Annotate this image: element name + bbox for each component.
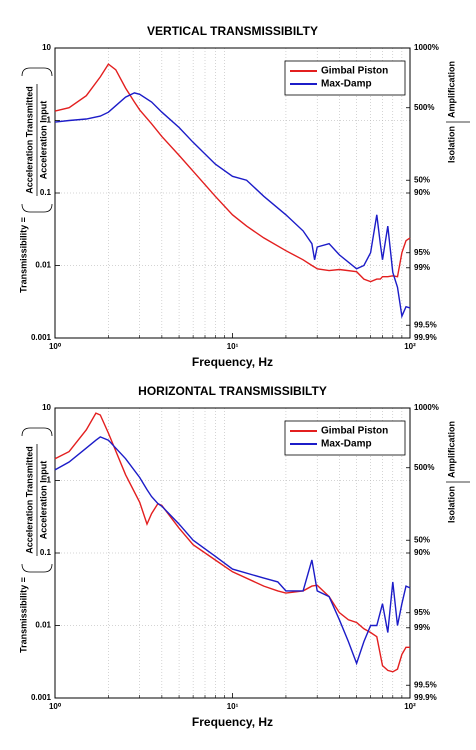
y-axis-label: Transmissibility = <box>18 577 28 653</box>
y-tick-label: 0.1 <box>40 548 52 557</box>
legend-label: Gimbal Piston <box>321 66 388 77</box>
paren <box>21 427 53 437</box>
series-line <box>54 412 410 673</box>
y2-tick-label: 99% <box>414 623 430 632</box>
y2-tick-label: 99.5% <box>414 320 437 329</box>
y-tick-label: 0.001 <box>31 693 52 702</box>
y-axis-label-denominator: Acceleration Input <box>38 461 48 540</box>
series-line <box>54 63 411 283</box>
y2-tick-label: 500% <box>414 103 434 112</box>
y2-label-amplification: Amplification <box>446 61 456 118</box>
y-tick-label: 0.1 <box>40 188 52 197</box>
x-tick-label: 10¹ <box>227 342 239 351</box>
plot-frame <box>54 407 411 699</box>
paren <box>21 203 53 213</box>
y2-tick-label: 90% <box>414 188 430 197</box>
y2-tick-label: 95% <box>414 248 430 257</box>
y-axis-label-numerator: Acceleration Transmitted <box>24 446 34 554</box>
legend-label: Max-Damp <box>321 439 372 450</box>
y2-tick-label: 50% <box>414 175 430 184</box>
x-axis-label: Frequency, Hz <box>192 355 273 369</box>
x-tick-label: 10⁰ <box>49 702 62 711</box>
y-axis-label: Transmissibility = <box>18 217 28 293</box>
y-axis-label-denominator: Acceleration Input <box>38 101 48 180</box>
legend-label: Gimbal Piston <box>321 426 388 437</box>
legend-label: Max-Damp <box>321 79 372 90</box>
y2-label-isolation: Isolation <box>446 486 456 523</box>
y-tick-label: 1 <box>47 116 52 125</box>
y-tick-label: 1 <box>47 476 52 485</box>
paren <box>21 563 53 573</box>
y2-tick-label: 95% <box>414 608 430 617</box>
y2-tick-label: 99.9% <box>414 693 437 702</box>
y2-tick-label: 90% <box>414 548 430 557</box>
y2-tick-label: 99.9% <box>414 333 437 342</box>
chart-title: HORIZONTAL TRANSMISSIBILTY <box>138 384 327 398</box>
x-tick-label: 10¹ <box>227 702 239 711</box>
series-line <box>54 436 411 666</box>
x-tick-label: 10² <box>404 702 416 711</box>
y-axis-label-numerator: Acceleration Transmitted <box>24 86 34 194</box>
chart-title: VERTICAL TRANSMISSIBILTY <box>147 24 318 38</box>
y2-tick-label: 1000% <box>414 43 439 52</box>
y2-tick-label: 99.5% <box>414 680 437 689</box>
y-tick-label: 0.001 <box>31 333 52 342</box>
y-tick-label: 0.01 <box>35 261 51 270</box>
x-tick-label: 10⁰ <box>49 342 62 351</box>
legend-box <box>284 60 406 96</box>
y2-tick-label: 1000% <box>414 403 439 412</box>
plot-frame <box>54 47 411 339</box>
y2-label-isolation: Isolation <box>446 126 456 163</box>
x-tick-label: 10² <box>404 342 416 351</box>
y2-tick-label: 50% <box>414 535 430 544</box>
series-line <box>54 92 411 319</box>
x-axis-label: Frequency, Hz <box>192 715 273 729</box>
y2-label-amplification: Amplification <box>446 421 456 478</box>
legend-box <box>284 420 406 456</box>
y-tick-label: 0.01 <box>35 621 51 630</box>
y-tick-label: 10 <box>42 403 51 412</box>
y2-tick-label: 500% <box>414 463 434 472</box>
paren <box>21 67 53 77</box>
y-tick-label: 10 <box>42 43 51 52</box>
y2-tick-label: 99% <box>414 263 430 272</box>
